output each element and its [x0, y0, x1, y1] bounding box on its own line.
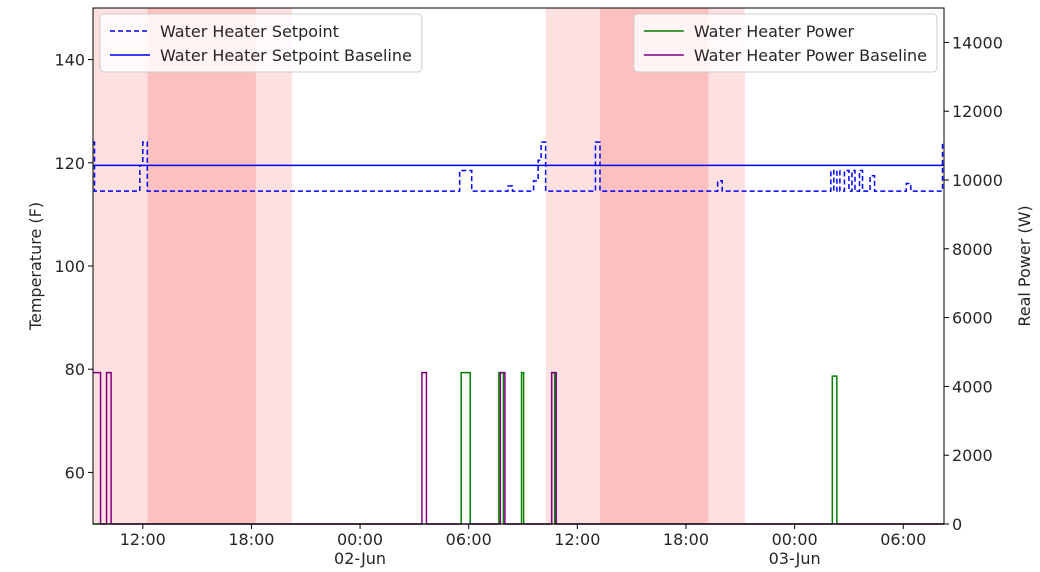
- shaded-regions: [93, 8, 745, 524]
- y-axis-left-label: Temperature (F): [26, 202, 45, 331]
- x-tick-label-3: 06:00: [446, 530, 492, 549]
- shaded-region-5: [708, 8, 745, 524]
- y-left-tick-label-0: 60: [65, 463, 85, 482]
- legend-label: Water Heater Power: [694, 22, 855, 41]
- y-right-tick-label-0: 0: [952, 515, 962, 534]
- y-right-tick-label-3: 6000: [952, 309, 993, 328]
- chart-series: [93, 141, 944, 525]
- y-right-tick-label-1: 2000: [952, 446, 993, 465]
- shaded-region-2: [255, 8, 293, 524]
- shaded-region-3: [545, 8, 600, 524]
- y-right-tick-label-4: 8000: [952, 240, 993, 259]
- x-tick-label-0: 12:00: [120, 530, 166, 549]
- x-tick-sublabel-6: 03-Jun: [769, 549, 821, 568]
- x-tick-sublabel-2: 02-Jun: [334, 549, 386, 568]
- y-left-tick-label-4: 140: [54, 51, 85, 70]
- y-left-tick-label-1: 80: [65, 360, 85, 379]
- legend-0: Water Heater Setpoint Water Heater Setpoi…: [99, 13, 423, 73]
- x-tick-label-4: 12:00: [554, 530, 600, 549]
- shaded-region-1: [147, 8, 256, 524]
- y-right-tick-label-5: 10000: [952, 171, 1003, 190]
- x-tick-label-5: 18:00: [663, 530, 709, 549]
- y-right-tick-label-6: 12000: [952, 102, 1003, 121]
- shaded-region-4: [599, 8, 709, 524]
- x-tick-label-2: 00:00: [337, 530, 383, 549]
- legend-label: Water Heater Power Baseline: [694, 46, 927, 65]
- x-tick-label-7: 06:00: [880, 530, 926, 549]
- x-tick-label-1: 18:00: [228, 530, 274, 549]
- legends: Water Heater Setpoint Water Heater Setpoi…: [99, 13, 938, 73]
- series-line-3: [93, 371, 944, 525]
- y-left-tick-label-3: 120: [54, 154, 85, 173]
- shaded-region-0: [93, 8, 148, 524]
- y-axis-right-label: Real Power (W): [1015, 205, 1034, 326]
- series-line-2: [93, 371, 944, 525]
- y-left-tick-label-2: 100: [54, 257, 85, 276]
- legend-label: Water Heater Setpoint: [160, 22, 339, 41]
- legend-label: Water Heater Setpoint Baseline: [160, 46, 412, 65]
- legend-box: [633, 13, 938, 73]
- series-line-0: [93, 141, 944, 192]
- y-right-tick-label-2: 4000: [952, 377, 993, 396]
- legend-1: Water Heater Power Water Heater Power Bas…: [633, 13, 938, 73]
- legend-box: [99, 13, 423, 73]
- x-tick-label-6: 00:00: [772, 530, 818, 549]
- y-right-tick-label-7: 14000: [952, 33, 1003, 52]
